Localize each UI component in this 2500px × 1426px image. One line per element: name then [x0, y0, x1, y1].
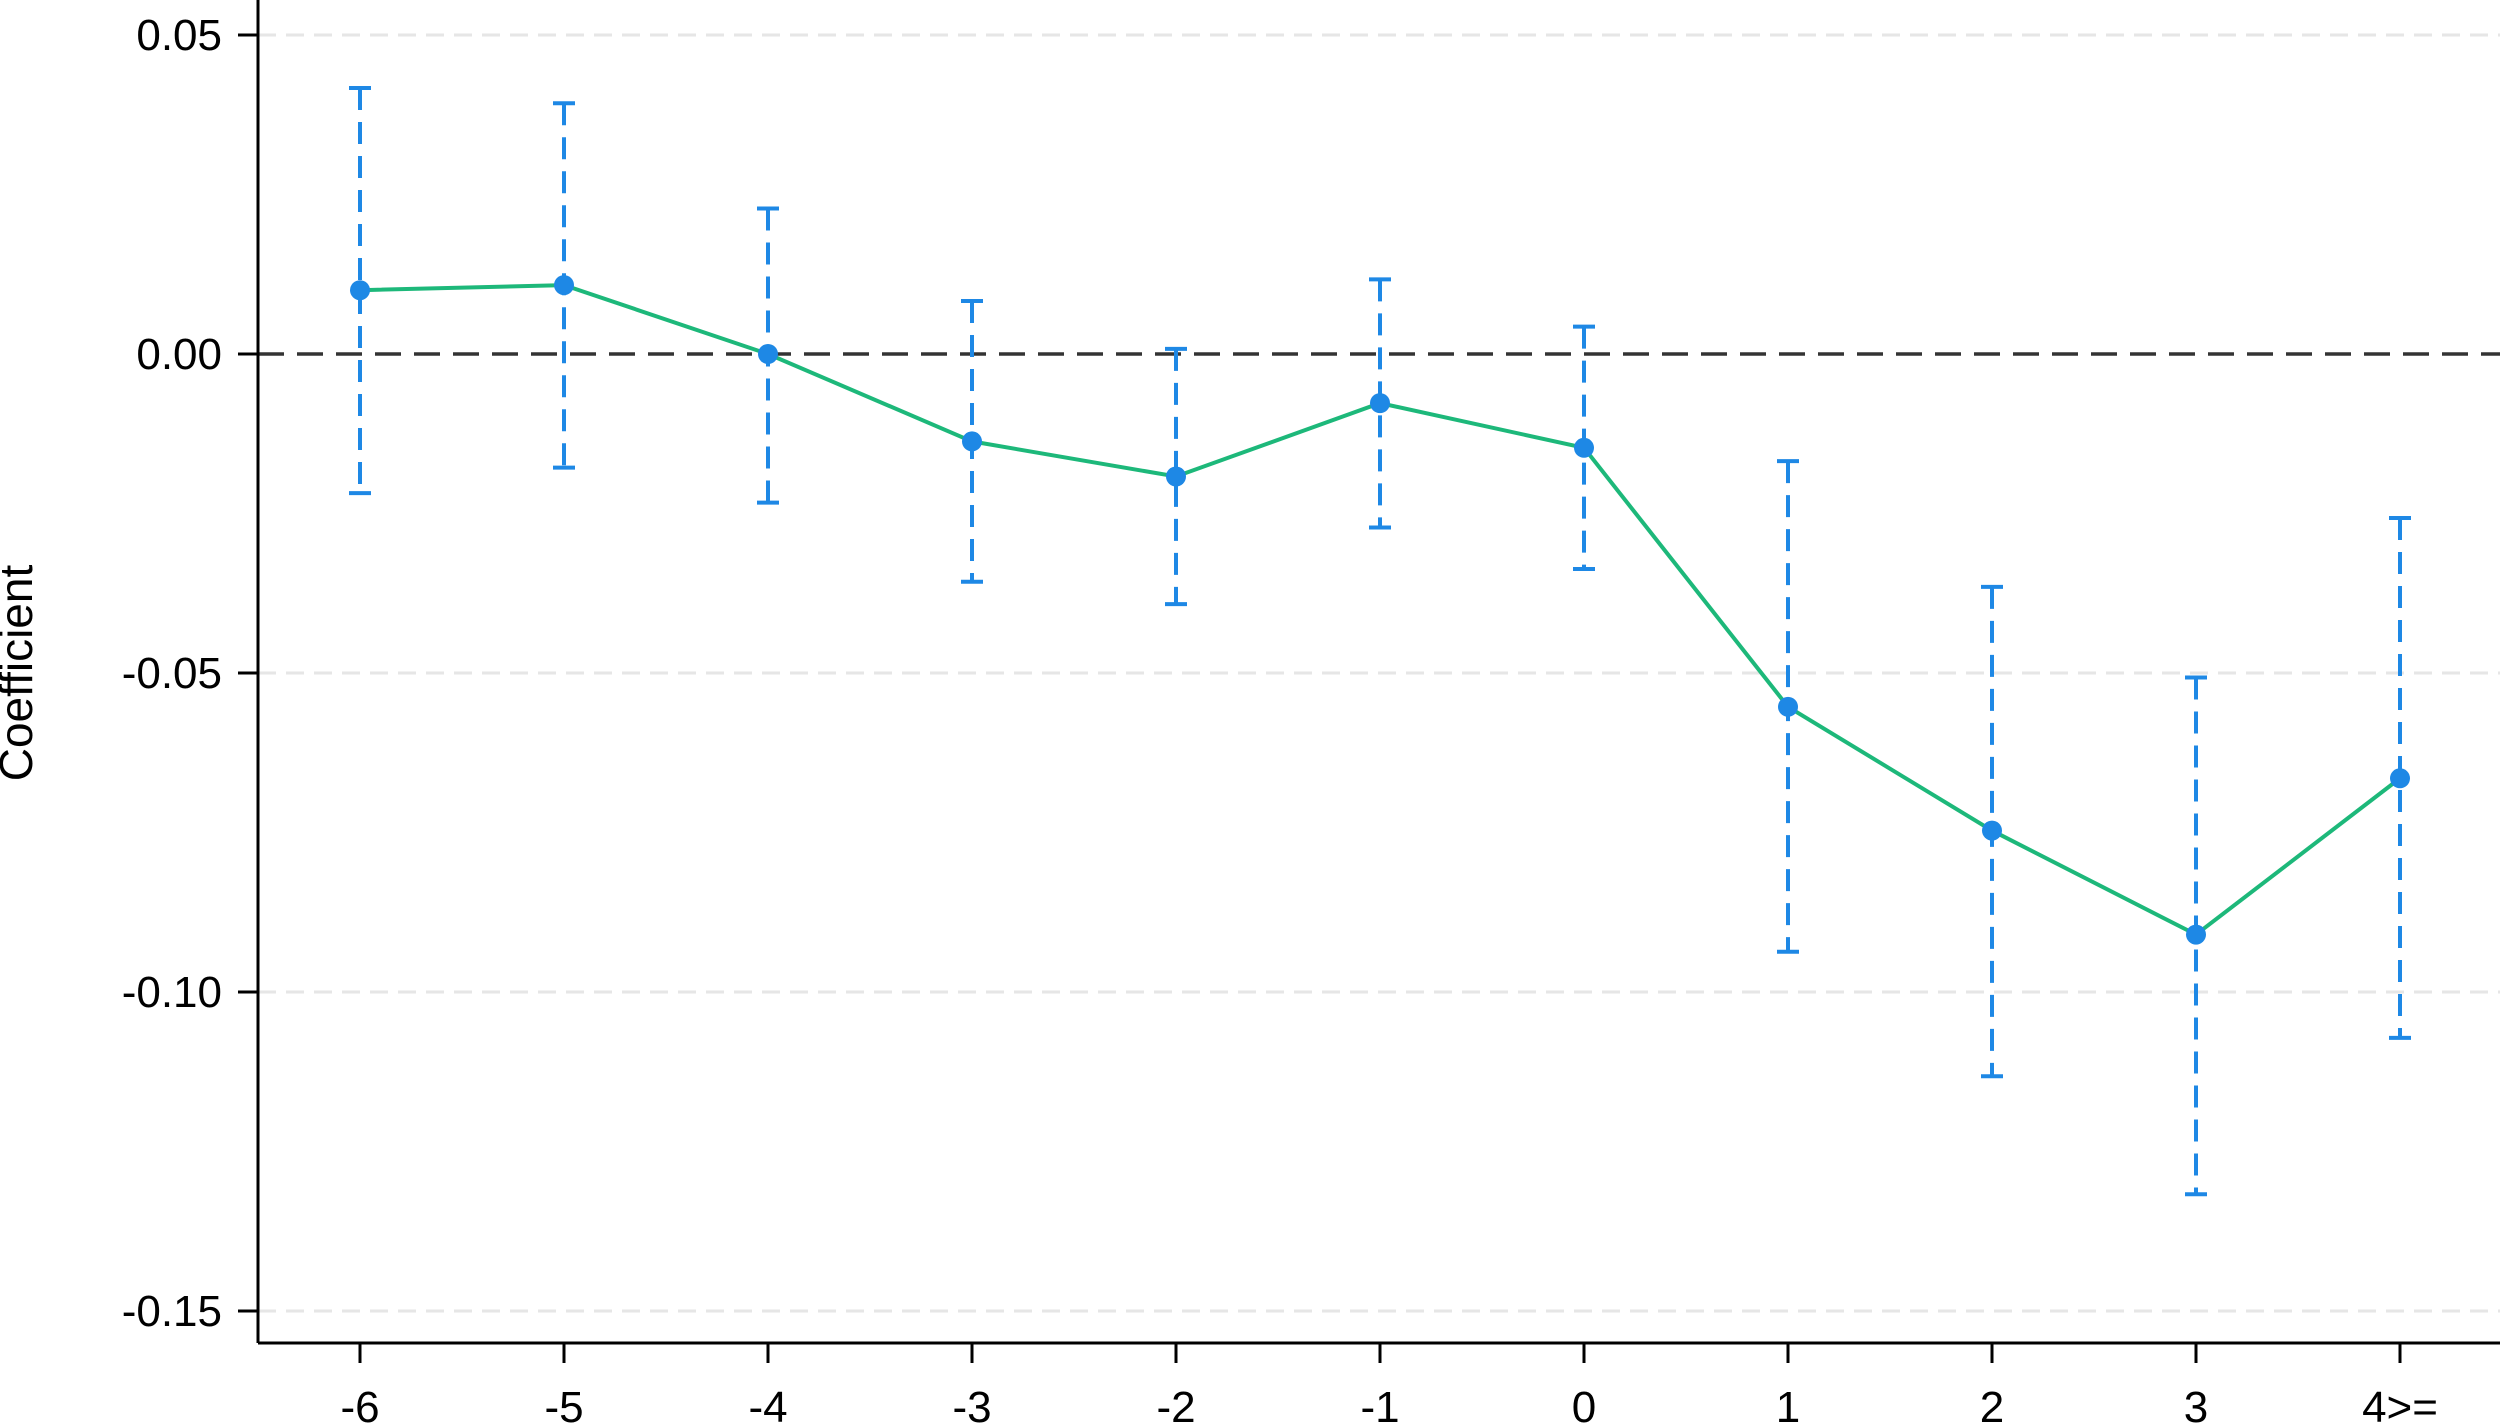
data-point — [554, 275, 574, 296]
y-tick-label: -0.15 — [122, 1287, 222, 1336]
data-point — [350, 280, 370, 301]
axis-layer — [238, 0, 2500, 1363]
x-tick-label: -1 — [1360, 1383, 1399, 1426]
x-tick-label: -5 — [544, 1383, 583, 1426]
y-axis-title: Coefficient — [0, 565, 42, 782]
x-tick-label: 1 — [1776, 1383, 1800, 1426]
data-point — [1370, 393, 1390, 414]
data-point — [1778, 696, 1798, 717]
data-point — [962, 431, 982, 452]
y-tick-label: -0.10 — [122, 968, 222, 1017]
data-point — [1166, 466, 1186, 487]
data-point — [758, 344, 778, 364]
x-tick-label: -3 — [952, 1383, 991, 1426]
x-tick-label: -4 — [748, 1383, 787, 1426]
point-layer — [350, 275, 2410, 945]
y-tick-label: 0.00 — [136, 330, 222, 379]
x-tick-label: -2 — [1156, 1383, 1195, 1426]
label-layer: 0.05 0.00 -0.05 -0.10 -0.15 -6 -5 -4 -3 -2 -1 0 1 2 3 4… — [122, 11, 2438, 1426]
ci-layer — [349, 85, 2411, 1197]
data-point — [1574, 437, 1594, 458]
data-point — [1982, 820, 2002, 841]
x-tick-label: 4>= — [2362, 1383, 2438, 1426]
x-tick-label: 0 — [1572, 1383, 1596, 1426]
y-tick-label: -0.05 — [122, 649, 222, 698]
y-tick-label: 0.05 — [136, 11, 222, 60]
x-tick-label: 2 — [1980, 1383, 2004, 1426]
data-point — [2390, 768, 2410, 789]
x-tick-label: 3 — [2184, 1383, 2208, 1426]
grid-layer — [258, 33, 2500, 1313]
x-tick-label: -6 — [340, 1383, 379, 1426]
data-point — [2186, 924, 2206, 945]
